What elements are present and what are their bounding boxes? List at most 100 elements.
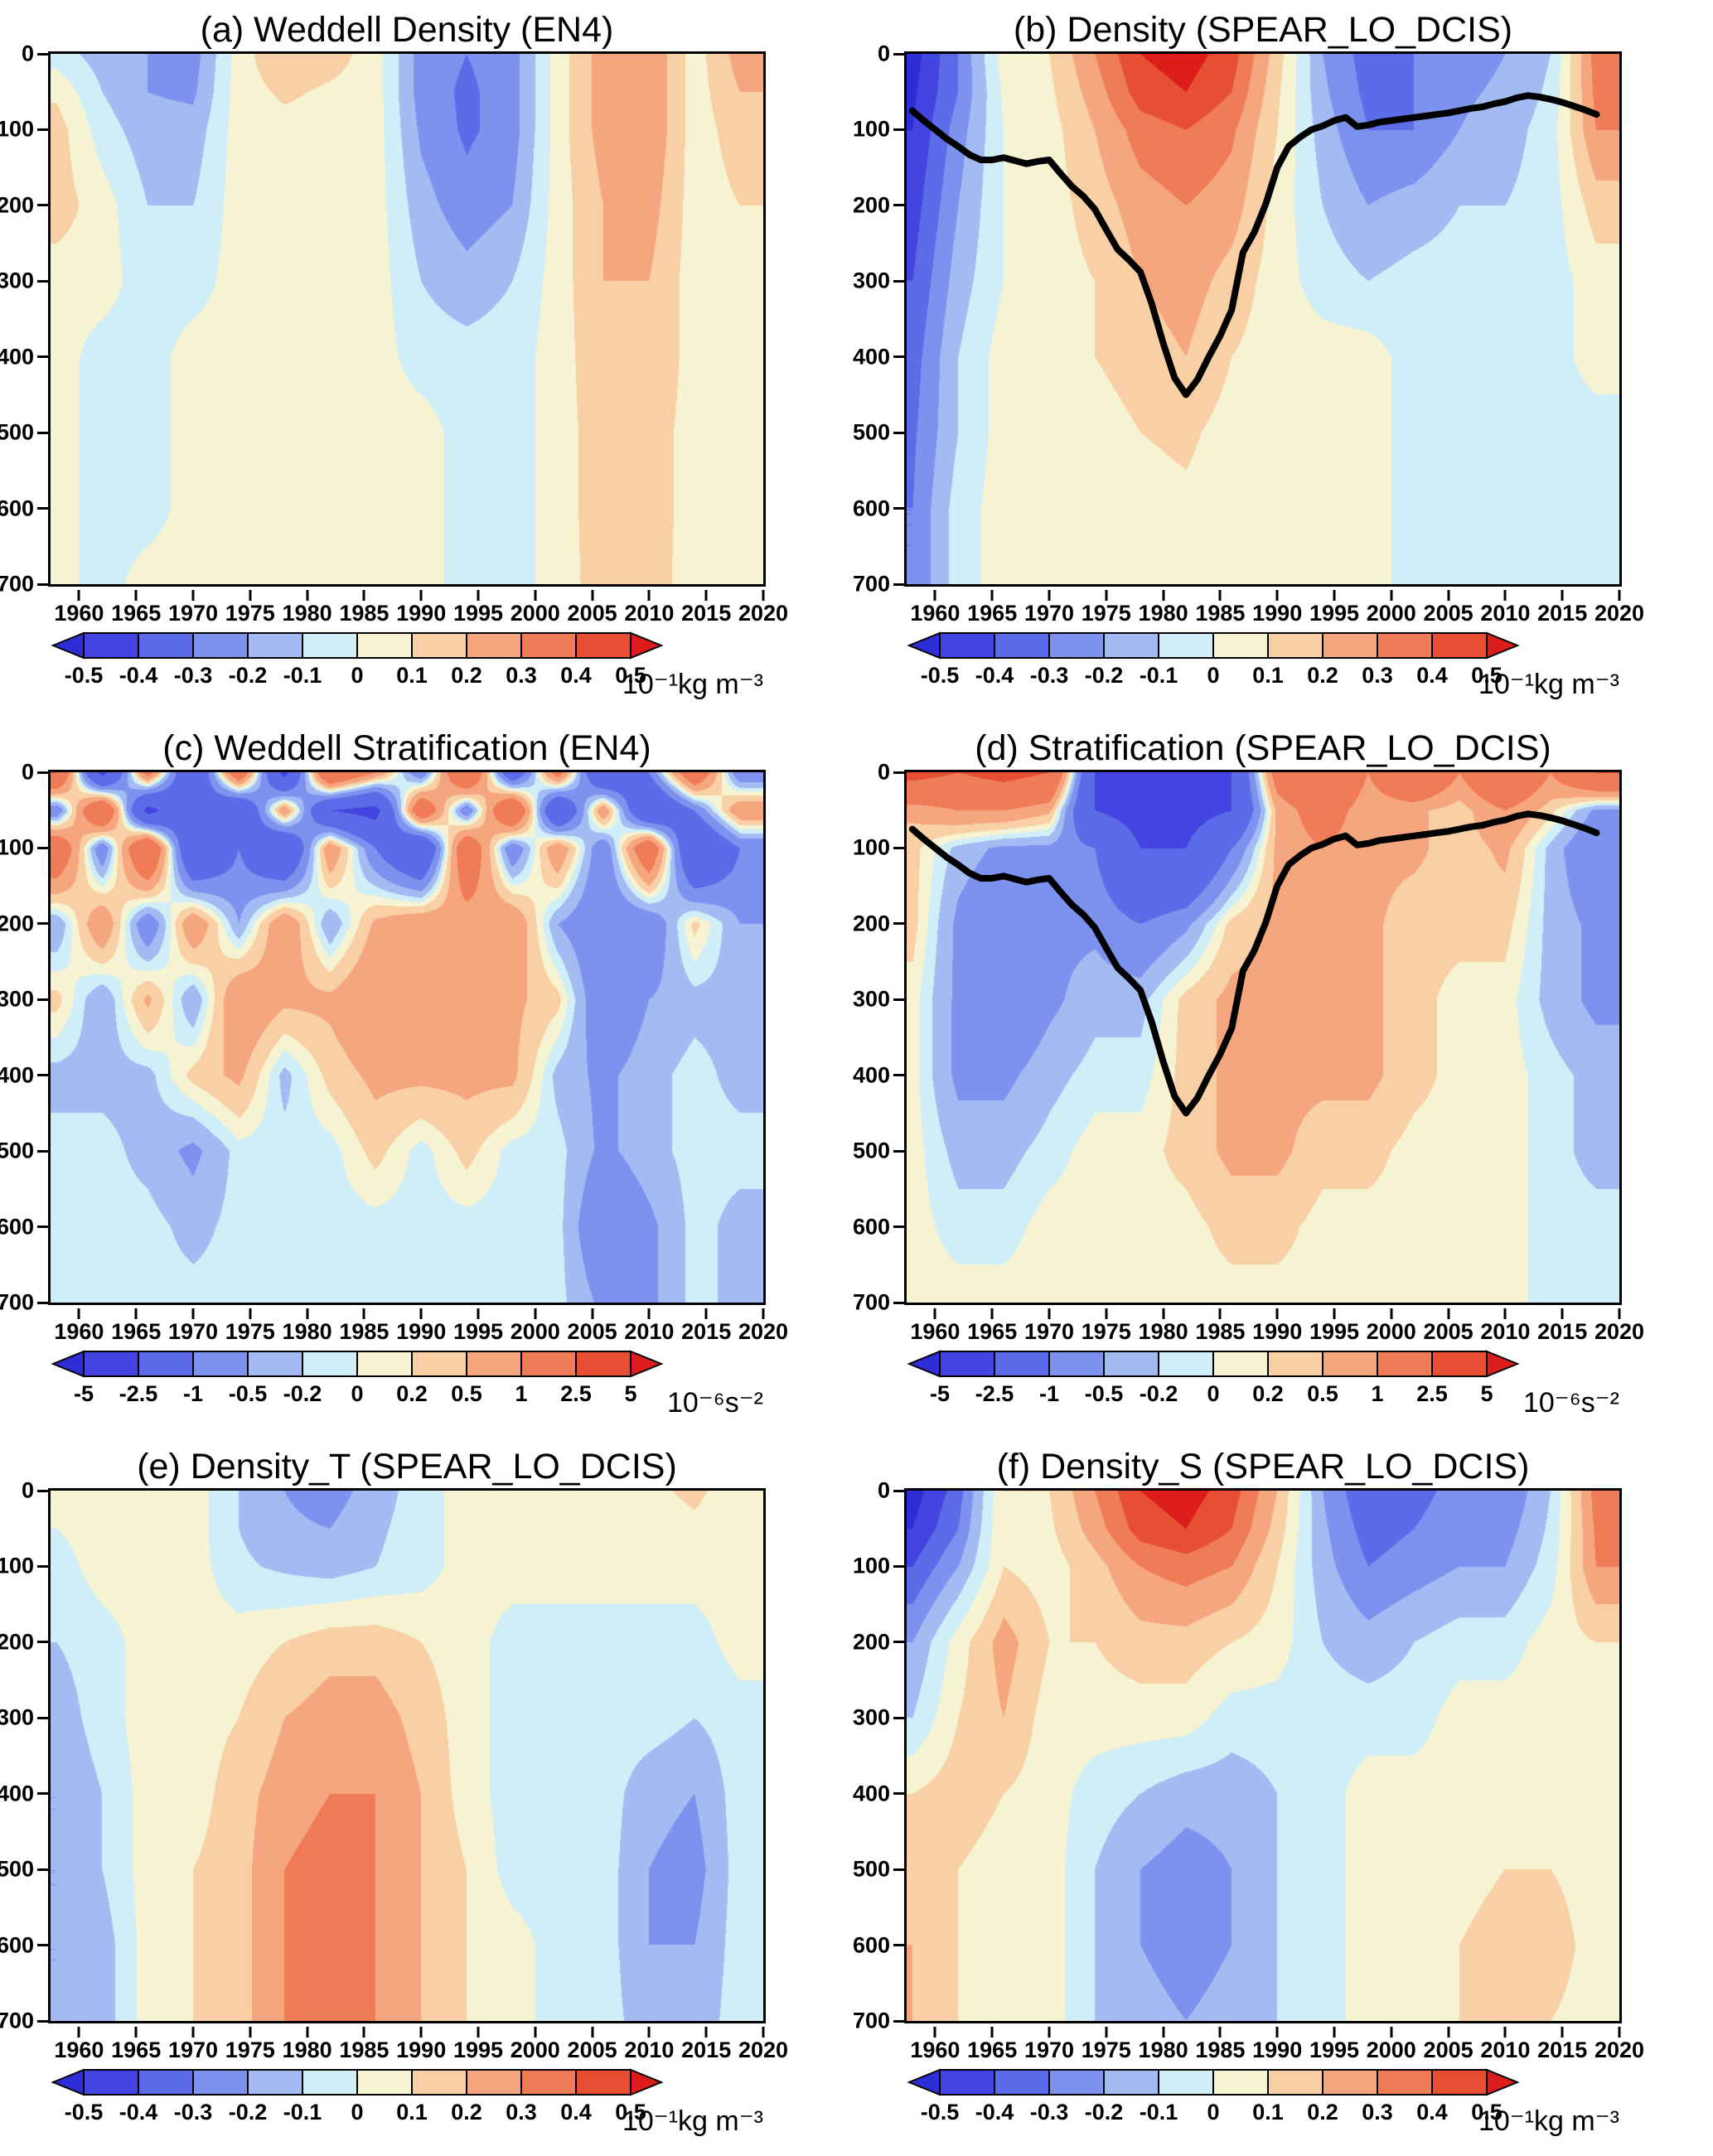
- y-tick: [37, 355, 48, 359]
- colorbar-cell: [1267, 632, 1323, 659]
- x-tick: [1390, 1308, 1393, 1319]
- x-tick-label: 1985: [339, 2038, 390, 2062]
- colorbar-tick-label: -2.5: [119, 1381, 158, 1406]
- x-tick-label: 1970: [167, 601, 219, 626]
- x-tick: [1561, 2027, 1564, 2038]
- x-tick: [1333, 2027, 1336, 2038]
- colorbar-tick-label: 0.1: [1252, 663, 1284, 688]
- colorbar-cell: [411, 2069, 467, 2096]
- x-tick-label: 2015: [1537, 1319, 1588, 1344]
- x-tick-label: 1975: [1081, 1319, 1131, 1344]
- colorbar-unit: 10⁻¹kg m⁻³: [1478, 669, 1619, 700]
- y-tick: [37, 1564, 48, 1568]
- x-tick: [1105, 2027, 1108, 2038]
- y-tick: [893, 583, 904, 586]
- y-tick-label: 500: [0, 419, 34, 445]
- colorbar-tick-label: -0.1: [1139, 2100, 1178, 2125]
- colorbar-cell: [192, 632, 249, 659]
- x-tick-label: 1965: [967, 2038, 1018, 2062]
- x-tick-label: 2010: [1480, 1319, 1531, 1344]
- x-tick-label: 1975: [225, 2038, 275, 2062]
- colorbar-arrow-left: [907, 1350, 941, 1378]
- x-tick-label: 2000: [510, 2038, 560, 2062]
- x-tick-label: 1980: [1138, 1319, 1188, 1344]
- x-tick: [1447, 1308, 1450, 1319]
- colorbar-cell: [466, 632, 522, 659]
- x-tick: [477, 2027, 480, 2038]
- y-tick: [37, 2019, 48, 2023]
- colorbar-unit: 10⁻⁶s⁻²: [666, 1387, 763, 1419]
- x-tick: [1503, 590, 1507, 601]
- y-tick: [893, 1149, 904, 1153]
- y-tick: [37, 1149, 48, 1153]
- colorbar-cell: [994, 2069, 1050, 2096]
- y-axis: 0 100 200 300 400 500 600 700: [853, 41, 904, 597]
- colorbar-cell: [247, 1351, 303, 1377]
- colorbar-cell: [138, 1351, 194, 1377]
- colorbar-cell: [1267, 1351, 1323, 1377]
- x-tick-label: 1970: [167, 2038, 219, 2062]
- colorbar-cell: [1103, 1351, 1159, 1377]
- colorbar-tick-label: 0.1: [396, 663, 428, 688]
- colorbar-tick-label: 0.2: [1307, 2100, 1338, 2125]
- plot-area: 0 100 200 300 400 500 600 700: [0, 41, 856, 597]
- colorbar-cell: [247, 632, 303, 659]
- colorbar-cell: [1431, 1351, 1488, 1377]
- x-axis: 1960 1965 1970 1975 1980 1985 1990 1995 2000 2005…: [51, 590, 788, 628]
- colorbar-arrow-left: [51, 1350, 85, 1378]
- x-tick: [704, 1308, 708, 1319]
- x-tick-label: 1985: [339, 1319, 390, 1344]
- y-tick-label: 700: [0, 2008, 34, 2033]
- colorbar-cell: [575, 1351, 631, 1377]
- colorbar: [51, 1350, 664, 1378]
- x-tick: [1275, 590, 1279, 601]
- colorbar-cell: [192, 2069, 249, 2096]
- colorbar-tick-label: 0.3: [1362, 663, 1393, 688]
- x-tick: [77, 2027, 80, 2038]
- y-tick: [893, 846, 904, 849]
- colorbar-tick-label: 0.1: [396, 2100, 428, 2125]
- y-tick: [37, 1792, 48, 1796]
- colorbar-cell: [1158, 1351, 1214, 1377]
- y-tick-label: 400: [852, 1781, 890, 1806]
- colorbar: [51, 2068, 664, 2096]
- colorbar-cell: [356, 2069, 413, 2096]
- colorbar-tick-label: -5: [929, 1381, 951, 1406]
- x-tick-label: 1975: [1081, 601, 1131, 626]
- x-tick: [1503, 1308, 1507, 1319]
- colorbar-cell: [1267, 2069, 1323, 2096]
- colorbar-arrow-right: [630, 2068, 664, 2096]
- x-tick: [362, 2027, 365, 2038]
- colorbar-arrow-right: [1486, 2068, 1520, 2096]
- x-tick: [591, 2027, 594, 2038]
- colorbar-cell: [356, 632, 413, 659]
- x-tick: [534, 1308, 537, 1319]
- y-tick: [37, 1641, 48, 1644]
- x-tick: [1218, 1308, 1222, 1319]
- y-tick-label: 600: [0, 1932, 34, 1958]
- colorbar-tick-label: 1: [1371, 1381, 1384, 1406]
- x-tick: [1618, 590, 1621, 601]
- colorbar-tick-label: 0.5: [1307, 1381, 1338, 1406]
- colorbar-cell: [192, 1351, 249, 1377]
- y-tick-label: 0: [877, 1477, 890, 1503]
- colorbar-cell: [466, 2069, 522, 2096]
- y-tick-label: 100: [0, 834, 34, 860]
- colorbar-tick-label: 1: [515, 1381, 528, 1406]
- panel-title: (d) Stratification (SPEAR_LO_DCIS): [975, 728, 1551, 768]
- colorbar-tick-label: -2.5: [975, 1381, 1014, 1406]
- colorbar-cell: [1158, 632, 1214, 659]
- colorbar-tick-label: 0.3: [506, 663, 537, 688]
- x-tick: [362, 1308, 365, 1319]
- colorbar-tick-label: -0.2: [228, 2100, 268, 2125]
- x-tick: [1105, 590, 1108, 601]
- colorbar-arrow-right: [630, 631, 664, 660]
- y-tick: [37, 1489, 48, 1492]
- colorbar-cell: [1322, 632, 1378, 659]
- y-tick: [37, 771, 48, 774]
- colorbar-tick-label: 0: [1207, 663, 1220, 688]
- colorbar-tick-label: 5: [624, 1381, 637, 1406]
- y-tick: [37, 922, 48, 926]
- x-tick: [1618, 1308, 1621, 1319]
- y-tick: [37, 1301, 48, 1304]
